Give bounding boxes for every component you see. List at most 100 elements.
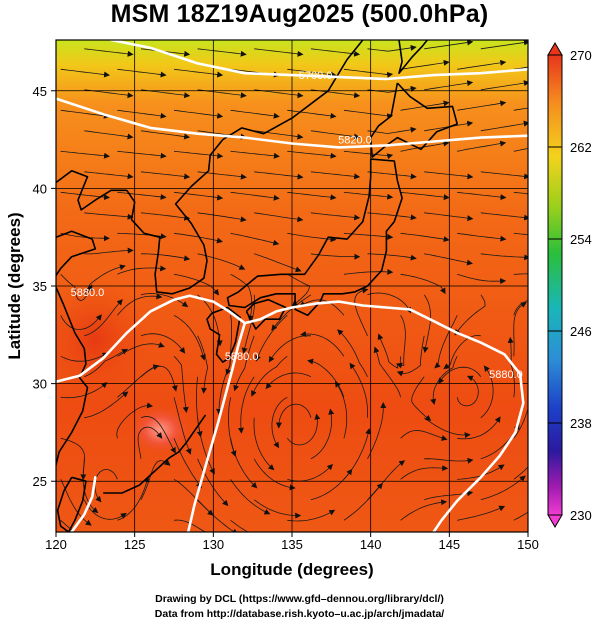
- streamline-arrow: [84, 348, 128, 378]
- streamline-arrow: [84, 299, 123, 337]
- streamline-arrow: [117, 109, 167, 119]
- streamline-arrow: [411, 376, 432, 422]
- streamline-arrow: [254, 253, 302, 273]
- streamline-arrow: [310, 212, 361, 221]
- streamline-arrow: [60, 314, 102, 330]
- streamline-arrow: [230, 273, 254, 322]
- streamline-arrow: [513, 191, 528, 195]
- streamline-arrow: [507, 336, 515, 398]
- streamline-arrow: [196, 376, 203, 438]
- colorbar-scale: [547, 54, 563, 516]
- streamline-arrow: [197, 458, 229, 507]
- streamline-arrow: [400, 191, 450, 201]
- streamline-arrow: [457, 100, 507, 111]
- streamline-arrow: [230, 109, 280, 119]
- streamline-arrow: [537, 360, 547, 418]
- contour-labels: 5700.0 5820.0 5880.0 5880.0 5880.0: [71, 70, 523, 381]
- streamline-arrow: [137, 426, 163, 459]
- streamline-arrow: [480, 212, 528, 221]
- streamline-arrow: [254, 171, 304, 180]
- x-tick-label: 120: [45, 537, 67, 552]
- coastline-korea: [126, 139, 224, 295]
- coastline-taiwan: [56, 476, 87, 532]
- streamline-arrow: [265, 372, 312, 390]
- streamline-arrow: [480, 40, 528, 50]
- streamline-arrow: [343, 68, 394, 78]
- streamline-arrow: [367, 171, 417, 180]
- streamline-arrow: [268, 335, 311, 363]
- streamline-arrow: [173, 438, 202, 489]
- streamline-arrow: [343, 191, 394, 200]
- y-tick-label: 45: [33, 84, 47, 99]
- contour-5820: [56, 97, 528, 149]
- contour-label: 5880.0: [71, 287, 105, 299]
- streamline-arrow: [94, 468, 118, 503]
- warm-region-west: [56, 280, 150, 400]
- streamline-arrow: [480, 171, 528, 180]
- streamline-arrow: [424, 80, 474, 91]
- streamline-arrow: [457, 140, 507, 152]
- streamline-arrow: [197, 335, 209, 394]
- coastline-kyushu: [206, 306, 241, 363]
- streamline-arrow: [457, 59, 507, 70]
- contour-label: 5880.0: [489, 369, 523, 381]
- streamline-arrow: [140, 365, 178, 392]
- streamline-arrow: [117, 68, 167, 78]
- streamline-arrow: [140, 293, 189, 308]
- gridlines: [56, 40, 528, 532]
- streamline-arrow: [300, 331, 345, 357]
- streamline-arrow: [430, 356, 458, 405]
- contour-label: 5880.0: [225, 351, 259, 363]
- streamline-arrow: [140, 333, 186, 354]
- streamline-arrow: [117, 265, 167, 275]
- streamline-arrow: [173, 397, 192, 455]
- streamline-arrow: [83, 499, 127, 520]
- streamline-arrow: [424, 171, 474, 180]
- streamline-arrow: [457, 191, 507, 201]
- coastline-shikoku: [245, 298, 287, 330]
- streamline-arrow: [337, 329, 368, 377]
- colorbar-tick-label: 238: [570, 416, 592, 431]
- streamline-arrow: [228, 397, 237, 457]
- y-tick-label: 35: [33, 279, 47, 294]
- streamline-arrow: [197, 212, 247, 223]
- streamline-arrow: [197, 48, 247, 57]
- colorbar-tick-label: 262: [570, 140, 592, 155]
- colorbar-ticks: 270 262 254 246 238 230: [548, 48, 592, 523]
- streamline-arrow: [424, 212, 474, 222]
- streamline-arrow: [457, 273, 507, 285]
- streamline-arrow: [454, 294, 486, 336]
- streamline-arrow: [513, 107, 528, 111]
- coastline-china-coast: [56, 230, 97, 482]
- streamline-arrow: [60, 520, 76, 532]
- streamline-arrow: [84, 171, 134, 180]
- streamline-arrow: [349, 362, 369, 418]
- colorbar: 270 262 254 246 238 230: [547, 42, 592, 528]
- streamline-arrow: [456, 375, 479, 407]
- map-title: MSM 18Z19Aug2025 (500.0hPa): [110, 0, 489, 28]
- streamline-arrow: [254, 48, 304, 57]
- streamline-arrow: [255, 315, 288, 362]
- streamline-arrow: [400, 232, 450, 242]
- streamline-arrow: [233, 335, 255, 392]
- streamline-arrow: [173, 68, 224, 78]
- streamline-arrow: [60, 274, 93, 302]
- streamline-arrow: [60, 68, 110, 78]
- streamline-arrow: [230, 519, 249, 532]
- contour-label: 5700.0: [299, 70, 333, 82]
- colorbar-tick-label: 254: [570, 232, 592, 247]
- streamline-arrow: [140, 171, 191, 180]
- streamline-arrow: [400, 430, 448, 441]
- streamline-arrow: [400, 465, 449, 480]
- streamline-arrow: [60, 382, 108, 399]
- streamline-arrow: [251, 355, 288, 397]
- contour-5880: [70, 476, 97, 532]
- streamline-arrow: [253, 417, 275, 471]
- coastline-china-liaodong: [56, 170, 127, 211]
- streamline-arrow: [438, 366, 482, 385]
- streamline-arrow: [84, 130, 134, 140]
- streamline-arrow: [443, 334, 481, 370]
- streamline-arrow: [396, 315, 406, 369]
- streamline-arrow: [400, 59, 450, 70]
- streamline-arrow: [84, 212, 134, 220]
